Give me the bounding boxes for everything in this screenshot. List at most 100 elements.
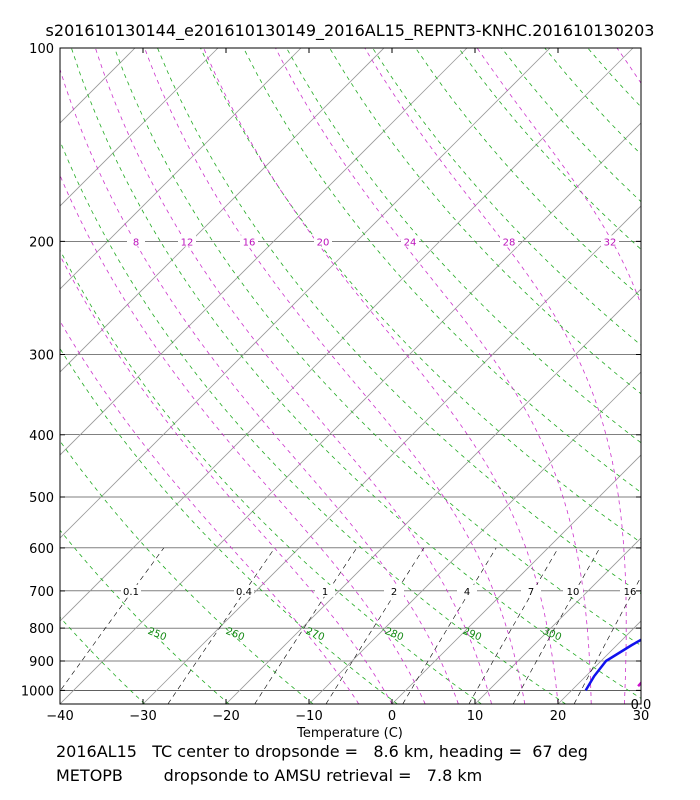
isotherm-line bbox=[391, 454, 641, 704]
dry-adiabat bbox=[501, 48, 641, 203]
mixing-ratio-label-bg bbox=[521, 584, 541, 597]
series-line-2 bbox=[640, 684, 641, 686]
moist-adiabat bbox=[275, 48, 592, 704]
dry-adiabat bbox=[60, 140, 566, 704]
y-tick-label: 200 bbox=[29, 235, 54, 250]
dry-adiabat bbox=[415, 48, 641, 298]
moist-adiabat-label: 12 bbox=[181, 237, 194, 248]
isotherm-line bbox=[225, 288, 641, 704]
moist-adiabat bbox=[616, 48, 641, 84]
isotherm-line bbox=[640, 703, 641, 704]
mixing-ratio-line bbox=[167, 547, 276, 704]
dry-adiabat bbox=[243, 48, 641, 493]
x-tick-label: −40 bbox=[46, 709, 73, 724]
series-line-1 bbox=[584, 638, 641, 692]
moist-adiabat-label-bg bbox=[314, 235, 332, 247]
moist-adiabat-label-bg bbox=[401, 235, 419, 247]
isotherm-line bbox=[60, 48, 468, 456]
dry-adiabat bbox=[60, 347, 398, 704]
mixing-ratio-label-bg bbox=[620, 584, 640, 597]
corner-label: 0.0 bbox=[631, 698, 652, 713]
dry-adiabat-label: 290 bbox=[461, 626, 483, 643]
dry-adiabat-label: 270 bbox=[304, 626, 326, 643]
plot-frame bbox=[59, 47, 642, 705]
isotherm-line bbox=[474, 537, 641, 704]
footer-line-2: METOPB dropsonde to AMSU retrieval = 7.8… bbox=[56, 766, 483, 785]
moist-adiabat-label: 20 bbox=[317, 237, 330, 248]
background-grid bbox=[0, 48, 641, 704]
mixing-ratio-line bbox=[512, 547, 601, 704]
dry-adiabat bbox=[587, 48, 641, 108]
dry-adiabat-label: 300 bbox=[541, 626, 563, 643]
y-tick-label: 400 bbox=[29, 429, 54, 444]
mixing-ratio-label: 1 bbox=[322, 587, 328, 598]
mixing-ratio-label-bg bbox=[563, 584, 583, 597]
mixing-ratio-label: 10 bbox=[567, 587, 580, 598]
dry-adiabat-label: 250 bbox=[146, 626, 168, 643]
footer-line-1: 2016AL15 TC center to dropsonde = 8.6 km… bbox=[56, 742, 588, 761]
mixing-ratio-label-bg bbox=[234, 584, 254, 597]
isotherm-line bbox=[60, 48, 634, 622]
mixing-ratio-label: 0.4 bbox=[236, 587, 252, 598]
y-tick-label: 300 bbox=[29, 348, 54, 363]
x-axis-label: Temperature (C) bbox=[296, 726, 403, 741]
moist-adiabat-label-bg bbox=[240, 235, 258, 247]
moist-adiabat-label: 16 bbox=[243, 237, 256, 248]
x-tick-label: 30 bbox=[633, 709, 650, 724]
x-tick-label: 10 bbox=[467, 709, 484, 724]
dry-adiabat bbox=[71, 48, 641, 699]
x-tick-label: −30 bbox=[129, 709, 156, 724]
moist-adiabat bbox=[60, 174, 426, 704]
x-tick-label: 0 bbox=[388, 709, 396, 724]
y-tick-label: 500 bbox=[29, 491, 54, 506]
mixing-ratio-line bbox=[60, 547, 165, 692]
moist-adiabat bbox=[203, 48, 559, 704]
series-line-3 bbox=[637, 681, 641, 688]
y-tick-label: 100 bbox=[29, 42, 54, 57]
isotherm-line bbox=[60, 48, 385, 373]
moist-adiabat bbox=[95, 48, 492, 704]
x-tick-label: −20 bbox=[212, 709, 239, 724]
chart-title: s201610130144_e201610130149_2016AL15_REP… bbox=[45, 21, 655, 40]
mixing-ratio-label-bg bbox=[315, 584, 335, 597]
x-tick-label: −10 bbox=[295, 709, 322, 724]
dry-adiabat bbox=[60, 702, 61, 704]
mixing-ratio-label-bg bbox=[121, 584, 141, 597]
isotherm-line bbox=[0, 48, 52, 704]
moist-adiabat bbox=[60, 68, 459, 704]
dry-adiabat bbox=[157, 48, 641, 595]
y-tick-label: 900 bbox=[29, 655, 54, 670]
dry-adiabat-label: 260 bbox=[224, 626, 246, 643]
y-tick-label: 800 bbox=[29, 622, 54, 637]
isotherm-line bbox=[60, 48, 136, 124]
mixing-ratio-label-bg bbox=[457, 584, 477, 597]
dry-adiabat bbox=[458, 48, 641, 250]
moist-adiabat bbox=[60, 254, 393, 704]
dry-adiabat bbox=[114, 48, 641, 647]
dry-adiabat bbox=[200, 48, 641, 544]
isotherm-line bbox=[60, 48, 219, 207]
dry-adiabat bbox=[372, 48, 641, 346]
isotherm-line bbox=[557, 620, 641, 704]
moist-adiabat-label-bg bbox=[127, 235, 145, 247]
moist-adiabat-label-bg bbox=[178, 235, 196, 247]
moist-adiabat-label-bg bbox=[601, 235, 619, 247]
dry-adiabat bbox=[60, 249, 482, 704]
x-tick-label: 20 bbox=[550, 709, 567, 724]
dry-adiabat-label: 280 bbox=[383, 626, 405, 643]
mixing-ratio-label: 7 bbox=[528, 587, 534, 598]
moist-adiabat bbox=[60, 320, 360, 704]
isotherm-line bbox=[142, 205, 641, 704]
mixing-ratio-line bbox=[254, 547, 358, 704]
moist-adiabat-label: 24 bbox=[404, 237, 417, 248]
mixing-ratio-line bbox=[573, 576, 641, 704]
isotherm-line bbox=[60, 122, 641, 704]
dry-adiabat bbox=[60, 616, 146, 704]
mixing-ratio-label: 2 bbox=[391, 587, 397, 598]
mixing-ratio-label: 4 bbox=[464, 587, 470, 598]
isotherm-line bbox=[60, 48, 302, 290]
moist-adiabat-label: 28 bbox=[503, 237, 516, 248]
mixing-ratio-label-bg bbox=[384, 584, 404, 597]
